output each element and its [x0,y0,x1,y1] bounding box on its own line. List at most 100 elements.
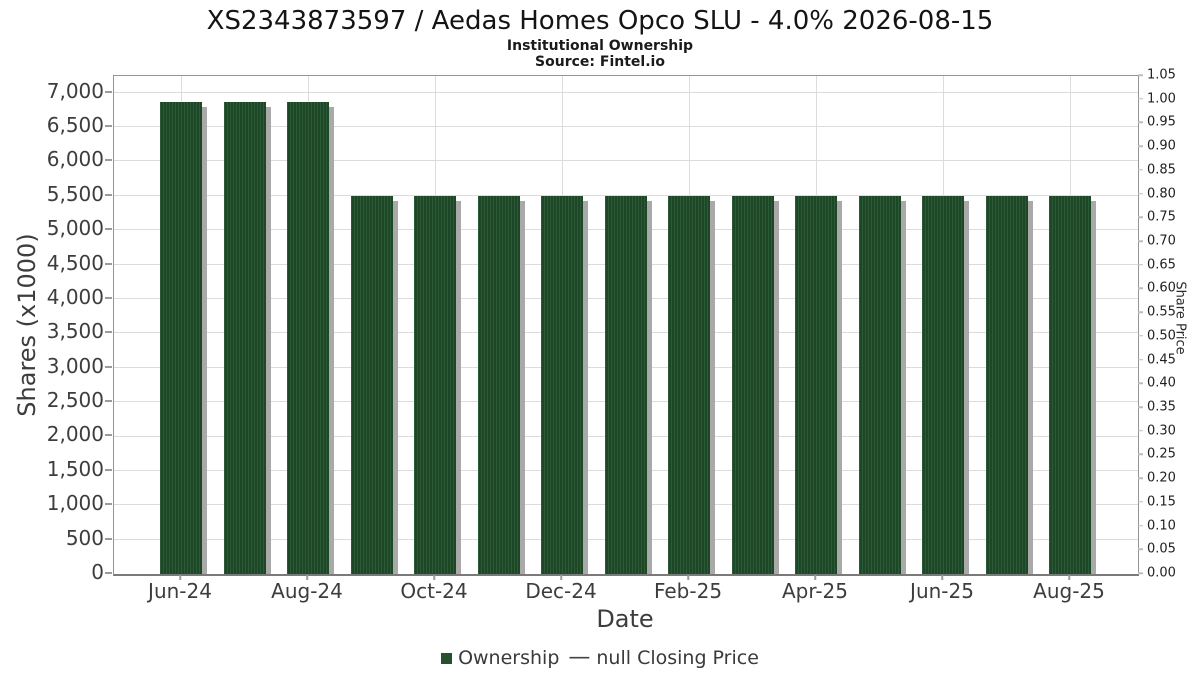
x-axis-tick [433,575,435,580]
y2-axis-tick [1138,169,1143,171]
y2-axis-tick-label: 0.95 [1147,114,1176,130]
bar-Apr-25[interactable] [795,195,837,574]
chart-header: XS2343873597 / Aedas Homes Opco SLU - 4.… [0,0,1200,70]
y2-axis-tick-label: 0.05 [1147,541,1176,557]
y-axis-tick [105,296,112,299]
y-axis-tick-label: 4,500 [46,250,104,275]
bar-Aug-25[interactable] [1049,195,1091,574]
y2-axis-tick [1138,311,1143,313]
bar-Jul-25[interactable] [985,195,1028,574]
y2-axis-tick [1138,524,1143,527]
plot-area [113,75,1139,576]
y2-axis-tick [1138,335,1143,337]
y-axis-tick-label: 5,000 [46,216,104,241]
y2-axis-tick-label: 0.70 [1147,233,1176,249]
y2-axis-tick [1138,263,1143,266]
bar-Jul-24[interactable] [223,101,266,574]
y2-axis-tick-label: 0.25 [1147,446,1176,462]
y-axis-tick-label: 7,000 [46,78,104,103]
x-axis-tick [179,575,181,580]
y-axis-tick [105,159,112,162]
x-axis-tick-label: Oct-24 [400,579,468,603]
h-gridline [114,126,1138,128]
bar-Nov-24[interactable] [477,195,520,574]
bar-Jun-25[interactable] [922,195,964,574]
y-axis-tick [105,503,112,506]
y-axis-tick [105,400,112,403]
x-axis-tick [1068,575,1070,580]
y2-axis-tick [1138,216,1143,219]
x-axis-title: Date [596,605,654,633]
bar-Mar-25[interactable] [731,195,774,574]
y-axis-tick [105,262,112,265]
legend-item-closing-price[interactable]: — null Closing Price [568,645,759,670]
y-axis-tick [105,90,112,93]
x-axis-tick-label: Aug-25 [1033,579,1105,603]
bar-Feb-25[interactable] [668,195,710,574]
x-axis-tick-label: Feb-25 [653,579,723,603]
bar-May-25[interactable] [858,195,901,574]
y-axis-tick-label: 500 [65,525,104,550]
y-axis-tick [105,468,112,471]
y-axis-tick [105,125,112,128]
y-axis-tick [105,193,112,196]
y2-axis-tick [1138,121,1143,124]
y2-axis-tick [1138,548,1143,551]
legend-item-ownership[interactable]: Ownership [441,647,559,669]
y-axis-tick-label: 2,500 [46,388,104,413]
y-axis-tick-label: 6,500 [46,113,104,138]
legend: Ownership — null Closing Price [0,647,1200,669]
legend-dash-marker: — [568,645,591,670]
y-axis-tick-label: 0 [91,560,104,585]
y2-axis-tick [1138,501,1143,503]
y2-axis-tick [1138,74,1143,76]
bar-Sep-24[interactable] [350,195,393,574]
y2-axis-tick [1138,358,1143,361]
y-axis-tick [105,537,112,540]
y-axis-tick [105,331,112,334]
left-axis-title: Shares (x1000) [13,233,41,417]
y2-axis-tick [1138,192,1143,195]
x-axis-tick [306,575,308,580]
y2-axis-tick [1138,97,1143,100]
bar-Jun-24[interactable] [160,101,202,574]
y2-axis-tick-label: 0.00 [1147,565,1176,581]
y-axis-tick [105,434,112,437]
right-axis-title: Share Price [1172,281,1188,355]
y-axis-tick [105,572,112,574]
x-axis-tick-label: Dec-24 [525,579,597,603]
y2-axis-tick-label: 1.00 [1147,91,1176,107]
chart-title: XS2343873597 / Aedas Homes Opco SLU - 4.… [206,6,994,36]
chart-source: Source: Fintel.io [535,54,665,70]
y-axis-tick-label: 4,000 [46,285,104,310]
y2-axis-tick-label: 0.40 [1147,375,1176,391]
bar-Aug-24[interactable] [287,101,329,574]
bar-Jan-25[interactable] [604,195,647,574]
y2-axis-tick [1138,287,1143,290]
legend-label-ownership: Ownership [458,647,560,669]
y2-axis-tick-label: 0.35 [1147,399,1176,415]
bar-Oct-24[interactable] [414,195,456,574]
h-gridline [114,194,1138,196]
y-axis-tick-label: 2,000 [46,422,104,447]
y-axis-tick [105,228,112,231]
x-axis-tick-label: Apr-25 [782,579,848,603]
y-axis-tick [105,365,112,368]
y2-axis-tick-label: 0.55 [1147,304,1176,320]
y2-axis-tick-label: 0.10 [1147,518,1176,534]
y-axis-tick-label: 5,500 [46,181,104,206]
y-axis-tick-label: 3,500 [46,319,104,344]
x-axis-tick [941,575,943,580]
x-axis-tick [814,575,816,580]
y2-axis-tick [1138,145,1143,147]
y2-axis-tick-label: 0.60 [1147,280,1176,296]
y2-axis-tick-label: 0.45 [1147,352,1176,368]
y2-axis-tick-label: 0.20 [1147,470,1176,486]
bar-Dec-24[interactable] [541,195,583,574]
legend-label-closing-price: null Closing Price [596,647,759,669]
y2-axis-tick-label: 0.80 [1147,186,1176,202]
y2-axis-tick [1138,572,1143,574]
y2-axis-tick [1138,406,1143,408]
x-axis-tick-label: Jun-25 [910,579,974,603]
